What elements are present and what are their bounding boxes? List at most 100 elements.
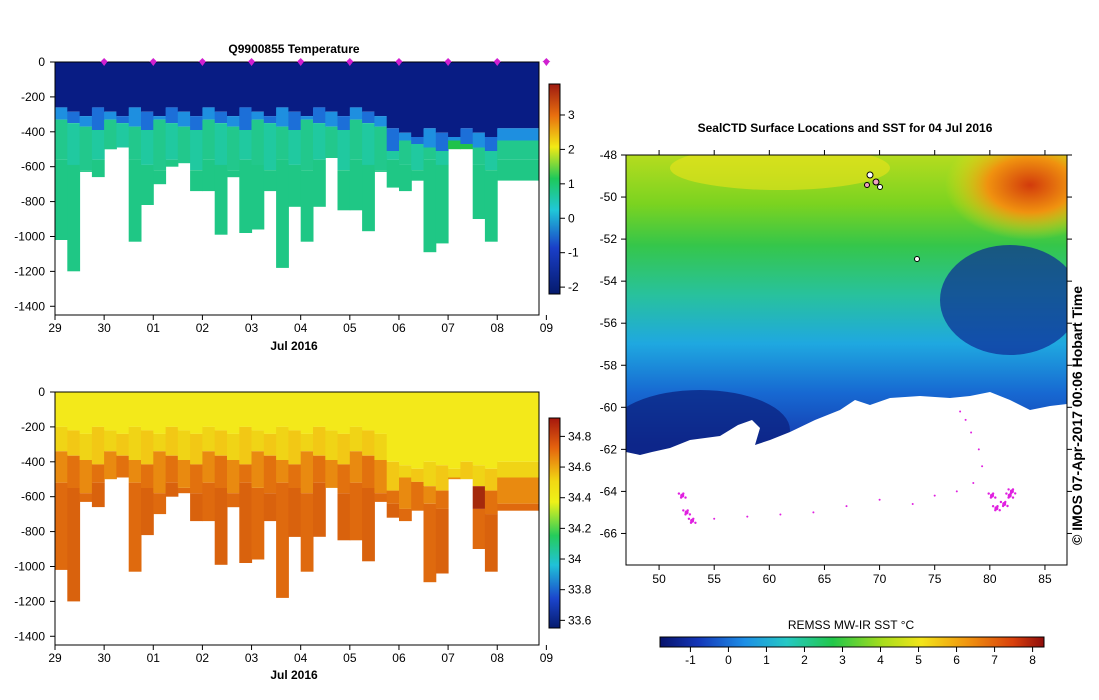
sst-y-tick-label: -48 bbox=[600, 148, 618, 162]
salinity-cell bbox=[165, 455, 179, 483]
seal-location bbox=[914, 256, 920, 262]
temperature-cell bbox=[435, 62, 449, 133]
temperature-cell bbox=[362, 123, 375, 165]
temperature-cell bbox=[141, 111, 154, 130]
temperature-cell bbox=[202, 107, 216, 120]
temperature-cell bbox=[227, 116, 240, 127]
seal-track-point bbox=[682, 509, 685, 512]
salinity-colorbar-tick-label: 34.6 bbox=[568, 460, 592, 474]
sst-colorbar-tick-label: 6 bbox=[953, 653, 960, 667]
temperature-cell bbox=[251, 62, 265, 112]
temperature-x-tick-label: 05 bbox=[343, 321, 357, 335]
temperature-x-tick-label: 30 bbox=[97, 321, 111, 335]
sst-y-tick-label: -58 bbox=[600, 358, 618, 372]
temperature-cell bbox=[79, 62, 93, 117]
salinity-cell bbox=[251, 488, 265, 560]
temperature-colorbar-ticks: -2 -1 0 1 2 3 bbox=[560, 108, 579, 294]
temperature-cell bbox=[239, 107, 253, 131]
temperature-cell bbox=[239, 159, 253, 233]
temperature-cell bbox=[91, 159, 105, 178]
salinity-cell bbox=[202, 426, 216, 452]
temperature-x-tick-label: 02 bbox=[196, 321, 210, 335]
temperature-colorbar-tick-label: -2 bbox=[568, 280, 579, 294]
salinity-cell bbox=[399, 508, 412, 522]
salinity-cell bbox=[472, 392, 486, 466]
seal-track-point bbox=[964, 418, 967, 421]
seal-track-point bbox=[955, 490, 958, 493]
salinity-cell bbox=[91, 482, 105, 508]
temperature-colorbar-tick-label: 2 bbox=[568, 142, 575, 156]
salinity-cell bbox=[300, 433, 314, 452]
salinity-cell bbox=[362, 430, 375, 456]
salinity-y-tick-label: 0 bbox=[38, 385, 45, 399]
seal-track-point bbox=[694, 521, 697, 524]
salinity-x-tick-label: 08 bbox=[491, 651, 505, 665]
temperature-cell bbox=[214, 164, 228, 235]
seal-track-point bbox=[994, 496, 997, 499]
salinity-cell bbox=[263, 392, 277, 434]
salinity-cell bbox=[190, 464, 203, 494]
temperature-cell bbox=[448, 140, 461, 150]
seal-track-point bbox=[981, 465, 984, 468]
profile-marker bbox=[248, 62, 255, 66]
sst-colorbar-label: REMSS MW-IR SST °C bbox=[788, 618, 915, 632]
imos-watermark: © IMOS 07-Apr-2017 00:06 Hobart Time bbox=[1069, 286, 1085, 545]
sst-x-tick-label: 60 bbox=[763, 572, 777, 586]
salinity-cell bbox=[104, 430, 117, 452]
salinity-plot bbox=[55, 392, 539, 602]
salinity-cell bbox=[128, 426, 142, 461]
sst-colorbar-tick-label: 2 bbox=[801, 653, 808, 667]
salinity-cell bbox=[337, 433, 351, 465]
sst-colorbar-tick-label: 5 bbox=[915, 653, 922, 667]
salinity-cell bbox=[190, 493, 203, 522]
salinity-y-tick-label: -1200 bbox=[14, 594, 45, 608]
salinity-cell bbox=[177, 430, 191, 461]
salinity-cell bbox=[337, 493, 351, 541]
temperature-cell bbox=[472, 62, 486, 133]
salinity-cell bbox=[116, 433, 130, 456]
salinity-cell bbox=[313, 455, 326, 483]
salinity-cell bbox=[91, 392, 105, 427]
salinity-x-tick-label: 05 bbox=[343, 651, 357, 665]
temperature-cell bbox=[484, 137, 498, 151]
temperature-cell bbox=[300, 116, 314, 120]
salinity-cell bbox=[79, 460, 93, 494]
temperature-cell bbox=[337, 62, 351, 117]
temperature-cell bbox=[386, 128, 400, 151]
salinity-cell bbox=[435, 490, 449, 509]
salinity-cell bbox=[337, 464, 351, 494]
salinity-cell bbox=[448, 392, 461, 469]
salinity-cell bbox=[435, 392, 449, 466]
salinity-cell bbox=[202, 392, 216, 427]
temperature-cell bbox=[460, 62, 474, 129]
temperature-cell bbox=[374, 126, 388, 171]
temperature-cell bbox=[484, 62, 498, 137]
salinity-cell bbox=[177, 392, 191, 431]
temperature-cell bbox=[497, 62, 539, 129]
temperature-colorbar-tick-label: 1 bbox=[568, 177, 575, 191]
temperature-cell bbox=[177, 62, 191, 112]
temperature-cell bbox=[423, 159, 437, 253]
sst-warm-patch bbox=[945, 155, 1067, 240]
temperature-x-tick-label: 29 bbox=[48, 321, 62, 335]
sst-x-tick-label: 65 bbox=[818, 572, 832, 586]
seal-location bbox=[866, 171, 874, 179]
salinity-cell bbox=[116, 455, 130, 478]
salinity-cell bbox=[288, 430, 302, 465]
temperature-cell bbox=[55, 62, 68, 108]
profile-marker bbox=[101, 62, 108, 66]
sst-colorbar-tick-label: 8 bbox=[1029, 653, 1036, 667]
temperature-cell bbox=[91, 62, 105, 108]
temperature-cell bbox=[313, 62, 326, 108]
temperature-cell bbox=[128, 107, 142, 127]
salinity-cell bbox=[214, 488, 228, 565]
temperature-cell bbox=[214, 62, 228, 112]
salinity-cell bbox=[399, 477, 412, 509]
salinity-cell bbox=[300, 493, 314, 572]
seal-track-point bbox=[998, 509, 1001, 512]
salinity-x-tick-label: 03 bbox=[245, 651, 259, 665]
seal-track-point bbox=[677, 492, 681, 495]
sst-y-tick-label: -66 bbox=[600, 526, 618, 540]
temperature-cell bbox=[337, 130, 351, 171]
temperature-cell bbox=[128, 62, 142, 108]
